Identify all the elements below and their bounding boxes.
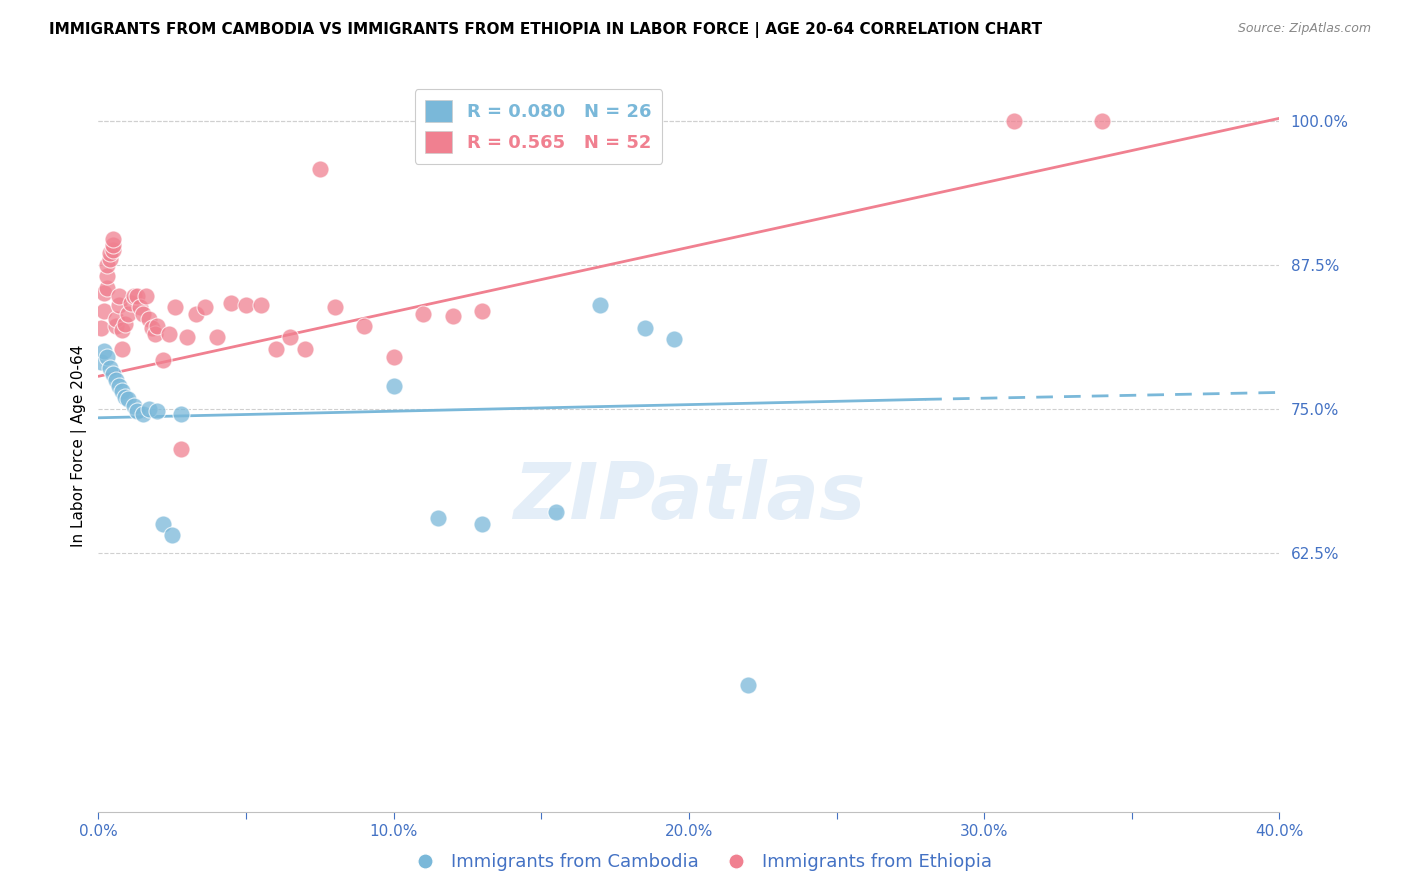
Point [146, 404, 169, 418]
Legend: Immigrants from Cambodia, Immigrants from Ethiopia: Immigrants from Cambodia, Immigrants fro… [408, 847, 998, 879]
Point [105, 311, 128, 326]
Point [412, 307, 434, 321]
Point [141, 321, 163, 335]
Point [280, 330, 302, 344]
Point [382, 378, 405, 392]
Point [90, 321, 112, 335]
Point [441, 310, 464, 324]
Point [737, 678, 759, 692]
Point [120, 295, 142, 310]
Point [96, 280, 118, 294]
Point [98, 246, 121, 260]
Point [235, 298, 257, 312]
Point [114, 390, 136, 404]
Point [122, 288, 145, 302]
Point [143, 326, 166, 341]
Text: Source: ZipAtlas.com: Source: ZipAtlas.com [1237, 22, 1371, 36]
Point [1002, 113, 1025, 128]
Point [170, 442, 193, 456]
Point [170, 407, 193, 421]
Point [471, 303, 494, 318]
Point [103, 243, 125, 257]
Point [96, 258, 118, 272]
Point [176, 330, 198, 344]
Point [294, 342, 316, 356]
Point [309, 161, 332, 176]
Point [93, 286, 115, 301]
Text: ZIPatlas: ZIPatlas [513, 459, 865, 535]
Legend: R = 0.080   N = 26, R = 0.565   N = 52: R = 0.080 N = 26, R = 0.565 N = 52 [415, 89, 662, 164]
Point [157, 326, 180, 341]
Point [114, 318, 136, 332]
Point [546, 505, 568, 519]
Point [152, 516, 174, 531]
Point [125, 288, 148, 302]
Point [108, 288, 131, 302]
Point [1091, 113, 1114, 128]
Point [103, 367, 125, 381]
Point [90, 355, 112, 369]
Point [108, 298, 131, 312]
Point [132, 407, 155, 421]
Point [132, 307, 155, 321]
Point [138, 401, 160, 416]
Point [138, 311, 160, 326]
Point [250, 298, 273, 312]
Point [105, 373, 128, 387]
Point [122, 399, 145, 413]
Point [105, 318, 128, 333]
Y-axis label: In Labor Force | Age 20-64: In Labor Force | Age 20-64 [72, 345, 87, 547]
Point [146, 318, 169, 333]
Point [93, 303, 115, 318]
Point [96, 269, 118, 284]
Point [323, 300, 346, 314]
Point [221, 295, 243, 310]
Point [427, 511, 450, 525]
Point [111, 384, 134, 399]
Point [108, 378, 131, 392]
Point [205, 330, 228, 344]
Point [117, 392, 139, 407]
Point [111, 342, 134, 356]
Point [103, 232, 125, 246]
Point [353, 318, 375, 333]
Point [98, 252, 121, 266]
Point [589, 298, 612, 312]
Point [111, 323, 134, 337]
Point [103, 238, 125, 252]
Point [471, 516, 494, 531]
Point [125, 404, 148, 418]
Point [194, 300, 217, 314]
Point [152, 353, 174, 368]
Point [135, 288, 157, 302]
Text: IMMIGRANTS FROM CAMBODIA VS IMMIGRANTS FROM ETHIOPIA IN LABOR FORCE | AGE 20-64 : IMMIGRANTS FROM CAMBODIA VS IMMIGRANTS F… [49, 22, 1042, 38]
Point [162, 528, 183, 542]
Point [184, 307, 207, 321]
Point [165, 300, 187, 314]
Point [96, 350, 118, 364]
Point [98, 361, 121, 376]
Point [93, 343, 115, 358]
Point [117, 307, 139, 321]
Point [382, 350, 405, 364]
Point [664, 333, 686, 347]
Point [264, 342, 287, 356]
Point [634, 321, 657, 335]
Point [128, 300, 150, 314]
